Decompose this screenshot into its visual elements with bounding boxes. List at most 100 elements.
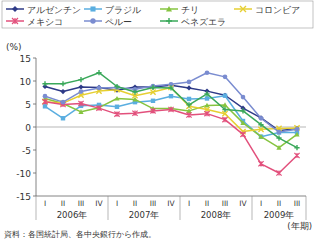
y-tick — [33, 58, 36, 59]
x-tick-label: I — [188, 199, 190, 208]
legend-label: チリ — [181, 5, 199, 15]
y-axis-label: (%) — [6, 42, 22, 52]
marker — [61, 100, 66, 105]
x-group-label: 2007年 — [129, 210, 160, 220]
plot-area — [42, 70, 299, 175]
x-tick-label: I — [44, 199, 46, 208]
marker — [223, 94, 227, 98]
x-tick-label: III — [150, 199, 157, 208]
legend-label: ベネズエラ — [181, 17, 226, 27]
marker — [186, 112, 191, 117]
marker — [96, 70, 101, 75]
marker — [205, 96, 209, 100]
chart: アルゼンチンブラジルチリコロンビアメキシコペルーベネズエラ(%)-15-10-5… — [0, 0, 315, 240]
marker — [60, 81, 65, 86]
group-separator — [252, 196, 253, 220]
marker — [294, 126, 299, 131]
marker — [187, 80, 192, 85]
legend-frame — [2, 1, 313, 28]
marker — [151, 99, 155, 103]
x-tick-label: II — [61, 199, 65, 208]
x-axis-label: (年期) — [287, 221, 312, 231]
marker — [277, 130, 281, 134]
marker — [150, 89, 155, 94]
x-tick-label: I — [116, 199, 118, 208]
marker — [114, 112, 119, 117]
marker — [276, 135, 281, 140]
x-group-label: 2009年 — [264, 210, 295, 220]
marker — [169, 94, 173, 98]
x-tick-label: II — [205, 199, 209, 208]
group-separator — [108, 196, 109, 220]
marker — [96, 106, 101, 111]
marker — [150, 84, 155, 89]
marker — [258, 134, 263, 139]
marker — [294, 153, 299, 158]
series-line — [45, 73, 297, 148]
marker — [241, 95, 246, 100]
x-group-label: 2006年 — [57, 210, 88, 220]
marker — [258, 122, 263, 127]
marker — [222, 117, 227, 122]
marker — [79, 89, 84, 94]
marker — [276, 170, 281, 175]
y-tick-label: 0 — [25, 123, 31, 133]
marker — [166, 6, 172, 11]
marker — [43, 104, 47, 108]
marker — [132, 111, 137, 116]
y-tick-label: -10 — [16, 169, 31, 179]
marker — [90, 18, 95, 23]
marker — [12, 6, 18, 12]
marker — [223, 75, 228, 80]
series-line — [45, 102, 297, 173]
x-tick-label: III — [78, 199, 85, 208]
group-separator — [36, 196, 37, 220]
marker — [187, 97, 191, 101]
marker — [295, 127, 300, 132]
marker — [222, 102, 227, 107]
marker — [114, 84, 119, 89]
marker — [294, 132, 299, 137]
legend-label: ペルー — [105, 17, 132, 27]
marker — [240, 108, 245, 113]
marker — [258, 161, 263, 166]
x-tick-label: II — [277, 199, 281, 208]
source-note: 資料：各国統計局、各中央銀行から作成。 — [4, 230, 156, 239]
y-tick — [33, 196, 36, 197]
x-tick-label: III — [222, 199, 229, 208]
marker — [240, 132, 245, 137]
marker — [42, 81, 47, 86]
y-tick — [33, 173, 36, 174]
x-tick-label: IV — [167, 199, 175, 208]
y-tick — [33, 81, 36, 82]
marker — [204, 111, 209, 116]
y-tick — [33, 104, 36, 105]
marker — [168, 85, 173, 90]
marker — [150, 85, 155, 90]
marker — [132, 89, 137, 94]
marker — [240, 120, 245, 125]
marker — [276, 145, 281, 150]
legend-label: ブラジル — [105, 5, 141, 15]
marker — [240, 6, 246, 12]
marker — [168, 107, 173, 112]
group-separator — [180, 196, 181, 220]
marker — [258, 127, 263, 132]
marker — [78, 109, 83, 114]
marker — [115, 105, 119, 109]
marker — [186, 85, 191, 90]
marker — [12, 18, 18, 24]
x-tick-label: IV — [95, 199, 103, 208]
y-tick-label: 15 — [20, 54, 31, 64]
x-axis-line — [36, 196, 306, 197]
x-tick-label: III — [294, 199, 301, 208]
y-tick-label: -15 — [16, 192, 31, 202]
marker — [150, 108, 155, 113]
legend-label: アルゼンチン — [27, 5, 81, 15]
group-separator — [306, 196, 307, 220]
marker — [205, 70, 210, 75]
y-tick — [33, 127, 36, 128]
y-tick-label: 5 — [25, 100, 31, 110]
marker — [78, 101, 83, 106]
y-tick-label: 10 — [20, 77, 32, 87]
